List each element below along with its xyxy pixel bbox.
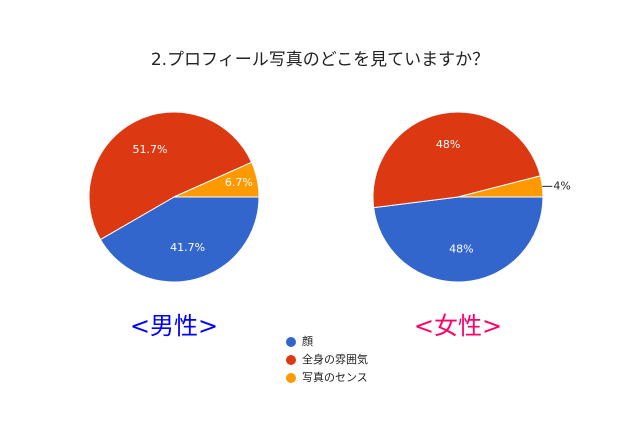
pie-slice	[173, 161, 260, 198]
value-label: 4%	[553, 179, 570, 192]
pie-subtitle: <女性>	[414, 312, 502, 340]
chart-title: 2.プロフィール写真のどこを見ていますか？	[151, 50, 489, 70]
legend-label: 顔	[302, 334, 313, 348]
value-label: 48%	[436, 138, 460, 151]
value-label: 51.7%	[133, 143, 168, 156]
value-label: 6.7%	[225, 176, 253, 189]
legend-label: 全身の雰囲気	[302, 352, 368, 366]
pie-slice	[99, 196, 260, 283]
pie-slice	[373, 196, 544, 283]
pie-slice	[88, 111, 253, 241]
legend-marker	[286, 355, 296, 365]
value-label: 41.7%	[170, 241, 205, 254]
legend-marker	[286, 337, 296, 347]
legend-label: 写真のセンス	[302, 370, 368, 384]
pie-slice	[372, 111, 541, 209]
legend-marker	[286, 373, 296, 383]
value-label: 48%	[449, 243, 473, 256]
pie-subtitle: <男性>	[130, 312, 218, 340]
